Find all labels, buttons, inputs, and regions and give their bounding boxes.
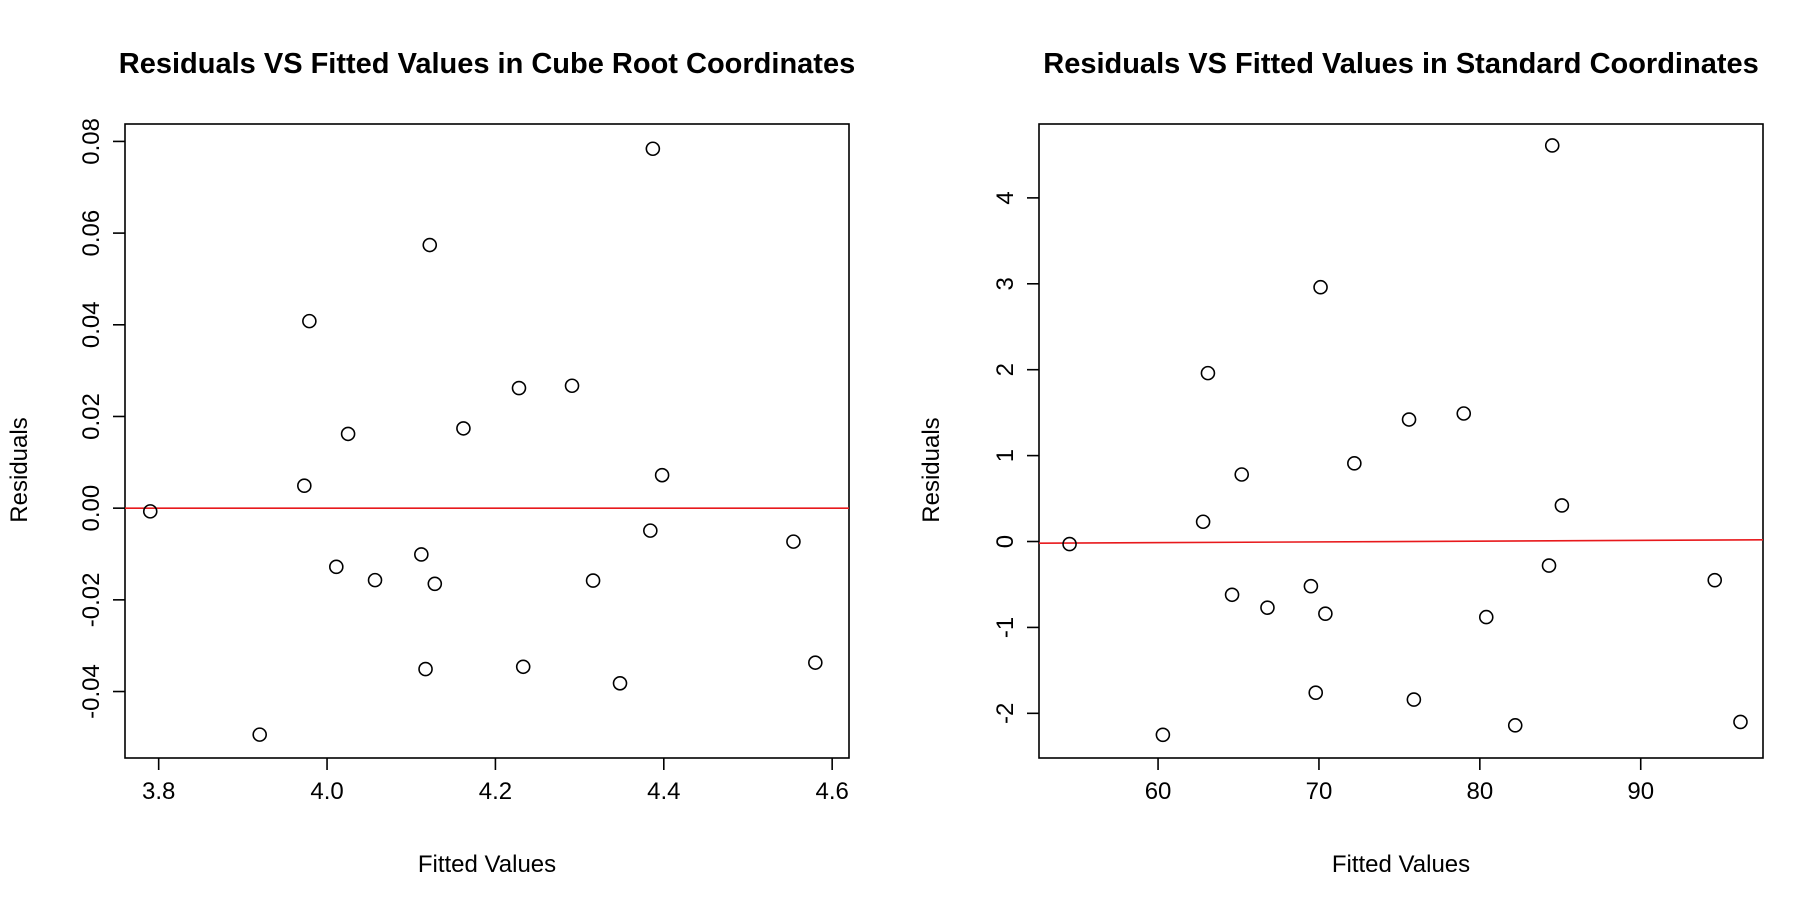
x-tick-label: 60 (1145, 778, 1172, 805)
y-tick-label: 0.02 (78, 393, 105, 440)
data-point (329, 559, 344, 575)
x-axis-label: Fitted Values (1332, 851, 1470, 878)
data-point (252, 727, 267, 742)
data-point (340, 426, 356, 442)
data-point (515, 659, 531, 675)
y-tick-label: 3 (992, 277, 1019, 290)
x-tick-label: 4.4 (647, 778, 680, 805)
data-point (367, 572, 383, 588)
data-point (585, 573, 601, 588)
data-point (1313, 279, 1328, 295)
data-point (654, 467, 670, 483)
standard-residual-plot: Residuals VS Fitted Values in Standard C… (918, 48, 1764, 878)
data-point (1456, 406, 1472, 421)
y-axis-label: Residuals (6, 417, 33, 522)
y-axis-ticks: -2 -1 0 1 2 3 4 (992, 191, 1039, 724)
data-point (1308, 685, 1324, 701)
x-tick-label: 90 (1627, 778, 1654, 805)
data-points (1062, 138, 1748, 743)
x-axis-ticks: 3.8 4.0 4.2 4.4 4.6 (142, 758, 849, 805)
data-point (1707, 572, 1723, 588)
data-point (808, 655, 823, 670)
x-tick-label: 4.0 (310, 778, 343, 805)
x-tick-label: 80 (1466, 778, 1493, 805)
y-tick-label: 0.06 (78, 210, 105, 257)
chart-title: Residuals VS Fitted Values in Standard C… (1043, 48, 1759, 80)
data-point (1478, 609, 1494, 625)
data-point (1406, 692, 1422, 707)
data-point (1544, 138, 1560, 153)
data-point (422, 237, 438, 253)
data-points (142, 141, 823, 742)
x-axis-ticks: 60 70 80 90 (1145, 758, 1654, 805)
y-tick-label: 0.08 (78, 118, 105, 165)
data-point (786, 534, 801, 549)
data-point (643, 523, 658, 538)
data-point (1303, 578, 1319, 594)
x-axis-label: Fitted Values (418, 851, 556, 878)
chart-title: Residuals VS Fitted Values in Cube Root … (119, 48, 855, 80)
data-point (1234, 467, 1250, 482)
y-tick-label: -2 (992, 703, 1019, 724)
y-axis-label: Residuals (918, 417, 945, 522)
data-point (1507, 718, 1523, 733)
data-point (302, 313, 317, 329)
data-point (142, 504, 158, 519)
y-axis-ticks: -0.04 -0.02 0.00 0.02 0.04 0.06 0.08 (78, 118, 125, 719)
cube-root-residual-plot: Residuals VS Fitted Values in Cube Root … (6, 48, 855, 878)
data-point (1733, 714, 1748, 730)
y-tick-label: 0.04 (78, 301, 105, 348)
plot-frame (124, 123, 850, 759)
x-tick-label: 3.8 (142, 778, 175, 805)
data-point (1541, 558, 1557, 573)
data-point (612, 675, 628, 691)
x-tick-label: 70 (1306, 778, 1333, 805)
data-point (1318, 606, 1333, 621)
data-point (1554, 498, 1570, 513)
data-point (564, 378, 580, 394)
y-tick-label: 2 (992, 363, 1019, 376)
x-tick-label: 4.2 (479, 778, 512, 805)
y-tick-label: 0 (992, 535, 1019, 548)
data-point (297, 478, 312, 493)
y-tick-label: -0.02 (78, 572, 105, 627)
data-point (1224, 587, 1240, 603)
data-point (418, 661, 433, 677)
y-tick-label: 0.00 (78, 485, 105, 532)
data-point (645, 141, 661, 157)
data-point (511, 380, 527, 396)
data-point (427, 576, 443, 592)
plot-frame (1038, 123, 1764, 759)
y-tick-label: 4 (992, 191, 1019, 204)
data-point (1062, 536, 1077, 552)
data-point (1347, 456, 1362, 471)
data-point (1260, 600, 1275, 615)
data-point (1155, 727, 1171, 743)
y-tick-label: -0.04 (78, 664, 105, 719)
data-point (1401, 412, 1417, 427)
zero-reference-line (1038, 538, 1764, 545)
y-tick-label: 1 (992, 449, 1019, 462)
x-tick-label: 4.6 (815, 778, 848, 805)
data-point (1195, 514, 1211, 530)
data-point (456, 421, 471, 436)
data-point (414, 547, 429, 562)
data-point (1200, 365, 1216, 381)
y-tick-label: -1 (992, 617, 1019, 638)
